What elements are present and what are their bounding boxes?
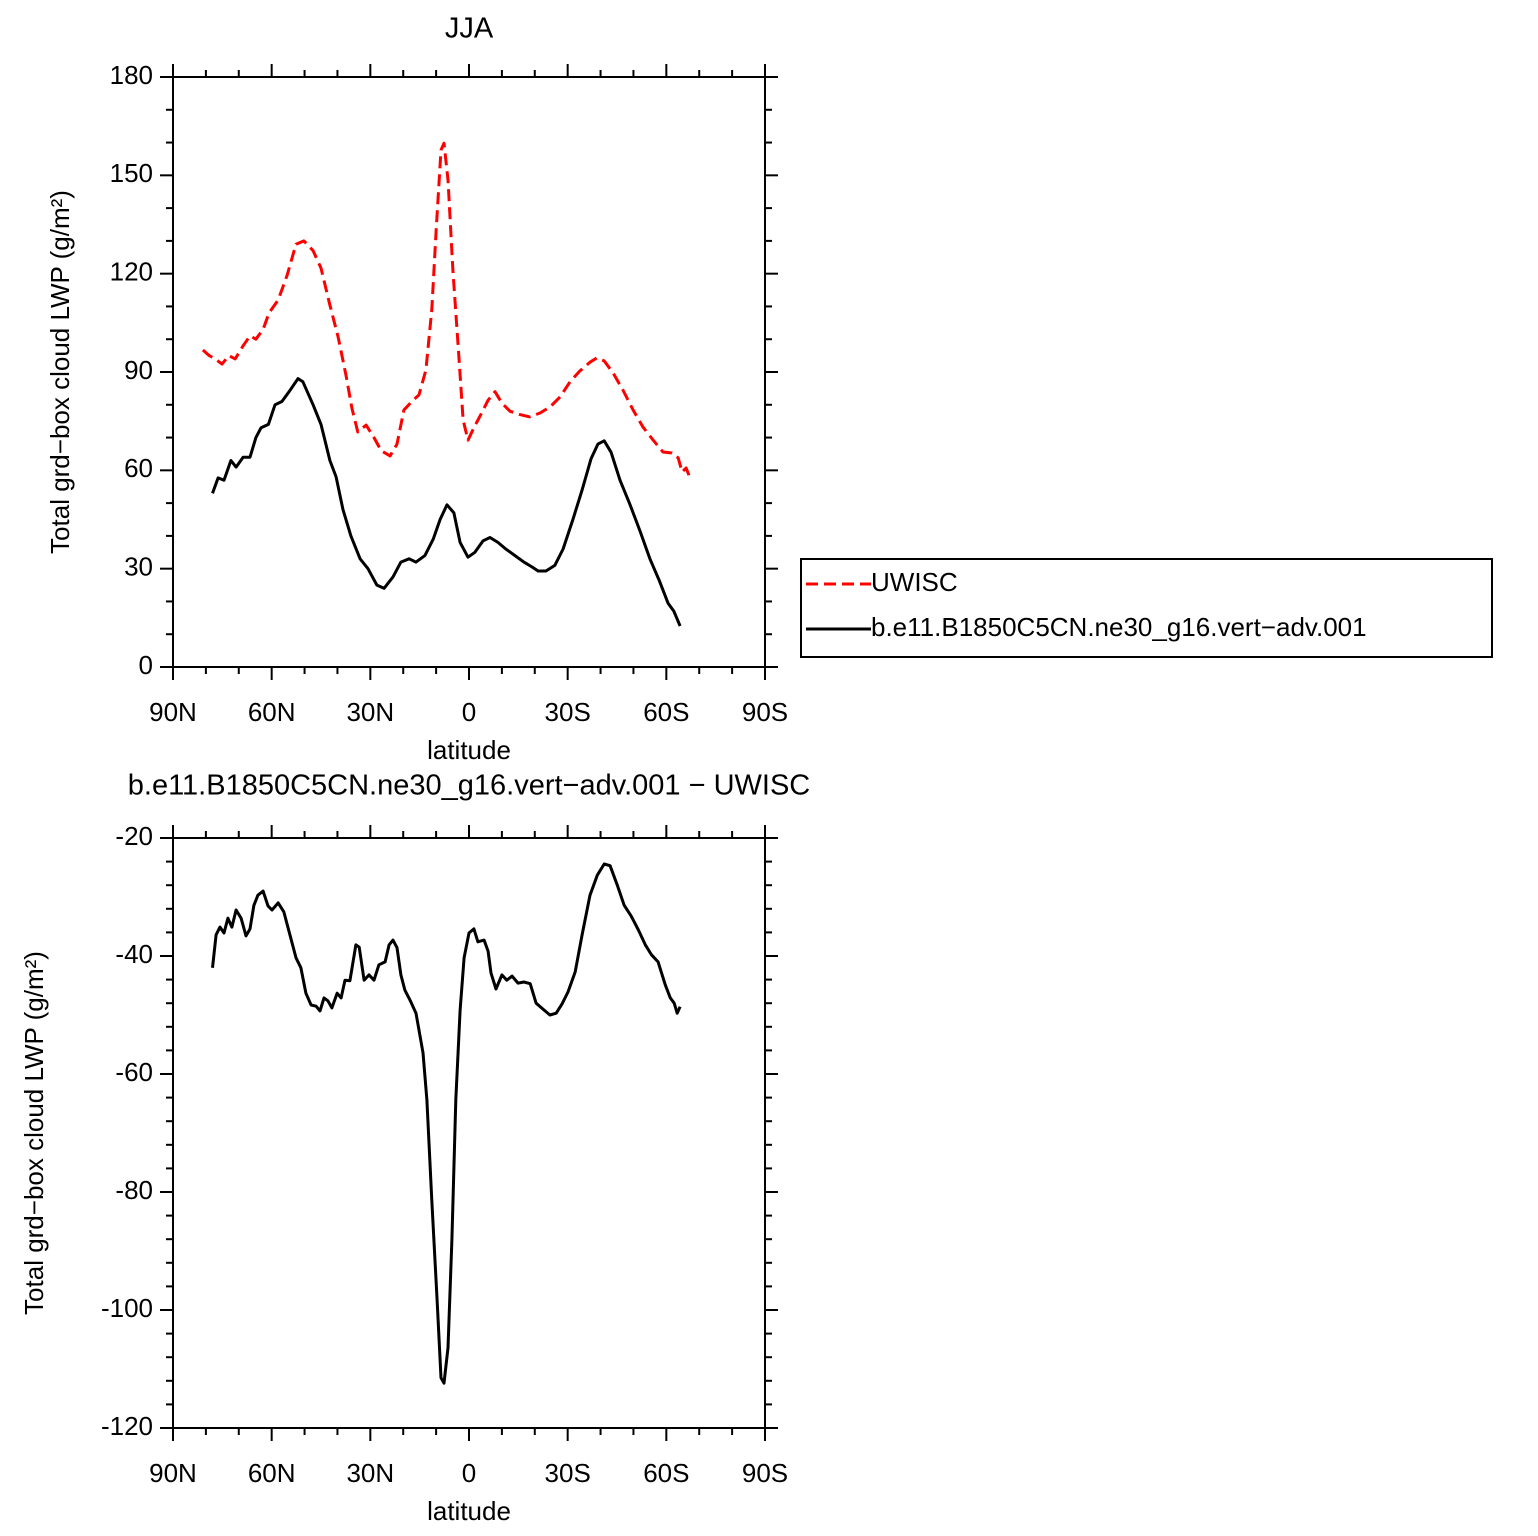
x-tick-label: 90N — [149, 697, 197, 727]
plot-frame — [172, 76, 766, 668]
y-tick-label: 30 — [124, 552, 153, 582]
x-tick-label: 90N — [149, 1458, 197, 1488]
y-tick-label: 150 — [110, 158, 153, 188]
y-tick-label: -120 — [101, 1411, 153, 1441]
x-tick-label: 60N — [248, 1458, 296, 1488]
y-tick-label: 90 — [124, 355, 153, 385]
legend-box — [800, 558, 1493, 658]
y-tick-label: 0 — [139, 650, 153, 680]
x-tick-label: 30S — [545, 697, 591, 727]
legend-label: b.e11.B1850C5CN.ne30_g16.vert−adv.001 — [871, 612, 1367, 642]
data-line — [201, 141, 692, 479]
data-line — [211, 862, 682, 1385]
chart-title: b.e11.B1850C5CN.ne30_g16.vert−adv.001 − … — [128, 770, 810, 802]
x-tick-label: 90S — [742, 1458, 788, 1488]
x-tick-label: 30N — [346, 1458, 394, 1488]
y-tick-label: 60 — [124, 453, 153, 483]
y-tick-label: 120 — [110, 257, 153, 287]
y-tick-label: -20 — [115, 821, 153, 851]
y-axis-label: Total grd−box cloud LWP (g/m²) — [45, 190, 75, 554]
x-tick-label: 30N — [346, 697, 394, 727]
y-tick-label: 180 — [110, 60, 153, 90]
x-axis-label: latitude — [427, 1496, 511, 1526]
x-tick-label: 0 — [462, 697, 476, 727]
x-tick-label: 30S — [545, 1458, 591, 1488]
y-tick-label: -60 — [115, 1057, 153, 1087]
x-tick-label: 0 — [462, 1458, 476, 1488]
y-tick-label: -80 — [115, 1175, 153, 1205]
x-tick-label: 60S — [643, 697, 689, 727]
x-tick-label: 60S — [643, 1458, 689, 1488]
chart-title: JJA — [445, 13, 494, 45]
x-tick-label: 90S — [742, 697, 788, 727]
plot-frame — [172, 837, 766, 1429]
legend-label: UWISC — [871, 567, 958, 597]
y-tick-label: -100 — [101, 1293, 153, 1323]
data-line — [211, 377, 682, 627]
y-axis-label: Total grd−box cloud LWP (g/m²) — [19, 951, 49, 1315]
x-axis-label: latitude — [427, 735, 511, 765]
x-tick-label: 60N — [248, 697, 296, 727]
y-tick-label: -40 — [115, 939, 153, 969]
